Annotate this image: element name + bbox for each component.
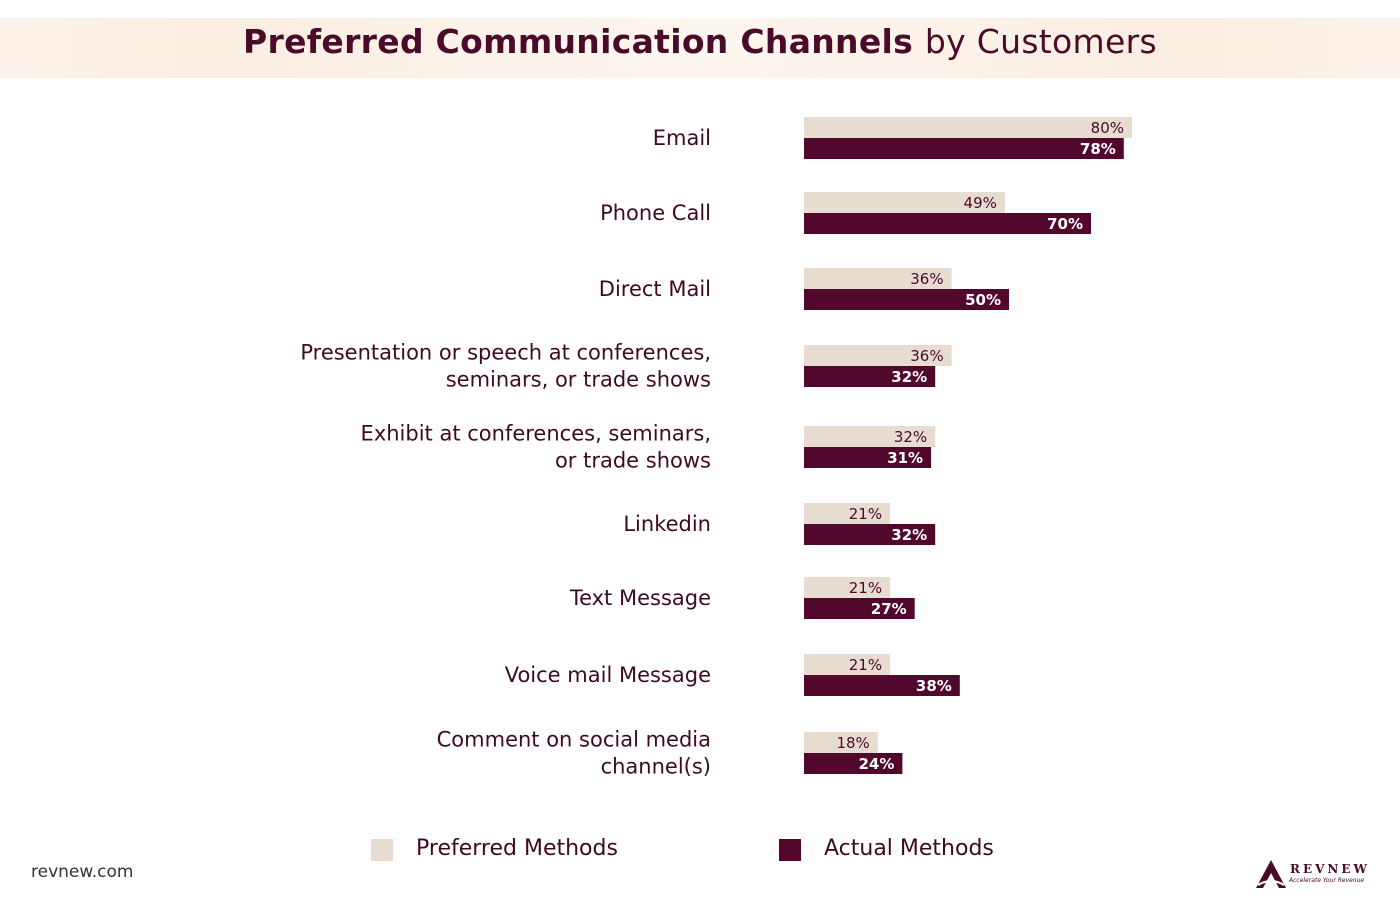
logo-tagline: Accelerate Your Revenue <box>1289 877 1365 884</box>
data-label-actual: 78% <box>1080 140 1116 158</box>
chart-title-main: Preferred Communication Channels <box>243 22 914 61</box>
data-label-actual: 70% <box>1047 215 1083 233</box>
category-label: Exhibit at conferences, seminars, <box>361 422 711 446</box>
data-label-preferred: 36% <box>910 270 943 288</box>
category-label: Comment on social media <box>437 728 711 752</box>
footer-site-link[interactable]: revnew.com <box>31 862 134 882</box>
bar-preferred <box>804 732 878 753</box>
bar-preferred <box>804 192 1005 213</box>
bar-actual <box>804 138 1124 159</box>
category-label: or trade shows <box>555 449 711 473</box>
title-band <box>0 18 1400 78</box>
legend-swatch-actual <box>779 839 801 861</box>
category-label: Phone Call <box>600 201 711 225</box>
data-label-preferred: 18% <box>836 734 869 752</box>
data-label-preferred: 49% <box>964 194 997 212</box>
data-label-actual: 32% <box>891 526 927 544</box>
bar-actual <box>804 675 960 696</box>
logo-text: REVNEW <box>1290 862 1371 876</box>
data-label-actual: 31% <box>887 449 923 467</box>
legend-label-preferred: Preferred Methods <box>416 836 618 861</box>
data-label-preferred: 36% <box>910 347 943 365</box>
bar-preferred <box>804 503 891 524</box>
data-label-preferred: 21% <box>849 656 882 674</box>
chart-title: Preferred Communication Channels by Cust… <box>0 22 1400 61</box>
bar-actual <box>804 598 915 619</box>
category-label: channel(s) <box>601 755 711 779</box>
bar-actual <box>804 289 1009 310</box>
data-label-actual: 32% <box>891 368 927 386</box>
bar-preferred <box>804 268 952 289</box>
category-label: Presentation or speech at conferences, <box>300 341 711 365</box>
bar-actual <box>804 524 936 545</box>
data-label-preferred: 32% <box>894 428 927 446</box>
bar-actual <box>804 753 903 774</box>
category-label: Email <box>653 126 711 150</box>
bar-actual <box>804 447 932 468</box>
legend-label-actual: Actual Methods <box>824 836 994 861</box>
data-label-actual: 50% <box>965 291 1001 309</box>
revnew-logo-icon <box>1256 860 1286 888</box>
category-label: Voice mail Message <box>505 663 711 687</box>
chart-title-suffix: by Customers <box>924 22 1157 61</box>
bar-actual <box>804 366 936 387</box>
bar-preferred <box>804 577 891 598</box>
category-label: Text Message <box>569 586 711 610</box>
data-label-preferred: 21% <box>849 579 882 597</box>
data-label-actual: 27% <box>871 600 907 618</box>
category-label: Linkedin <box>623 512 711 536</box>
bar-preferred <box>804 426 936 447</box>
data-label-actual: 24% <box>858 755 894 773</box>
bar-preferred <box>804 345 952 366</box>
data-label-preferred: 80% <box>1091 119 1124 137</box>
data-label-preferred: 21% <box>849 505 882 523</box>
legend-swatch-preferred <box>371 839 393 861</box>
category-label: Direct Mail <box>599 277 711 301</box>
bar-preferred <box>804 117 1132 138</box>
category-label: seminars, or trade shows <box>446 368 711 392</box>
data-label-actual: 38% <box>916 677 952 695</box>
bar-preferred <box>804 654 891 675</box>
bar-actual <box>804 213 1091 234</box>
